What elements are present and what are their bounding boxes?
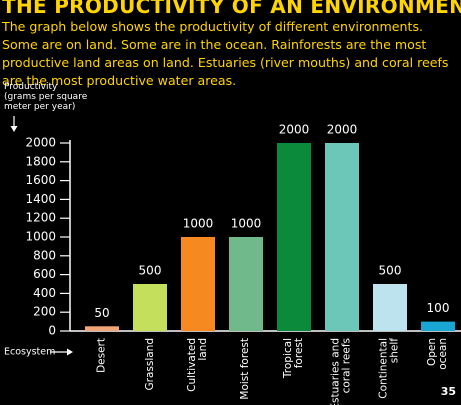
y-axis-label: Productivity (grams per square meter per… bbox=[4, 82, 88, 112]
bar bbox=[373, 284, 407, 331]
x-tick-label: Estuaries and coral reefs bbox=[330, 338, 353, 405]
y-tick-label: 2000 bbox=[25, 136, 56, 150]
bar bbox=[421, 321, 455, 331]
x-tick-label: Desert bbox=[95, 338, 108, 373]
x-axis-label: Ecosystem bbox=[4, 347, 55, 358]
y-tick-label: 1600 bbox=[25, 173, 56, 187]
bar bbox=[133, 284, 167, 331]
arrow-head bbox=[67, 348, 73, 356]
bar bbox=[325, 143, 359, 331]
value-label: 1000 bbox=[183, 217, 214, 231]
bar bbox=[277, 143, 311, 331]
value-label: 2000 bbox=[327, 123, 358, 137]
y-tick-label: 1800 bbox=[25, 154, 56, 168]
y-tick-label: 600 bbox=[33, 267, 56, 281]
description: The graph below shows the productivity o… bbox=[2, 19, 449, 88]
bar bbox=[85, 326, 119, 331]
x-tick-label: Open ocean bbox=[426, 338, 449, 370]
y-tick-label: 400 bbox=[33, 286, 56, 300]
x-tick-label: Tropical forest bbox=[282, 338, 305, 379]
title: THE PRODUCTIVITY OF AN ENVIRONMENT bbox=[2, 0, 461, 18]
value-label: 500 bbox=[379, 264, 402, 278]
y-tick-label: 800 bbox=[33, 248, 56, 262]
value-label: 50 bbox=[94, 306, 109, 320]
x-tick-label: Continental shelf bbox=[378, 338, 401, 399]
y-tick-label: 1000 bbox=[25, 230, 56, 244]
y-tick-label: 1400 bbox=[25, 192, 56, 206]
y-tick-label: 1200 bbox=[25, 211, 56, 225]
value-label: 500 bbox=[139, 264, 162, 278]
arrow-head bbox=[10, 126, 18, 132]
y-tick-label: 0 bbox=[48, 324, 56, 338]
bar bbox=[229, 237, 263, 331]
x-tick-label: Moist forest bbox=[239, 338, 252, 400]
bar bbox=[181, 237, 215, 331]
value-label: 100 bbox=[427, 301, 450, 315]
page-number: 35 bbox=[441, 385, 456, 398]
x-tick-label: Grassland bbox=[143, 338, 156, 391]
value-label: 1000 bbox=[231, 217, 262, 231]
y-tick-label: 200 bbox=[33, 305, 56, 319]
x-tick-label: Cultivated land bbox=[186, 338, 209, 392]
value-label: 2000 bbox=[279, 123, 310, 137]
